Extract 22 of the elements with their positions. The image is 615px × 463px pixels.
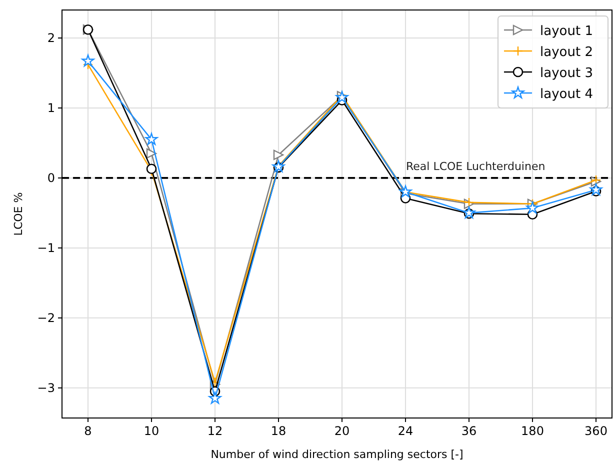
y-axis-title: LCOE % [12, 192, 25, 236]
legend-label: layout 3 [540, 66, 593, 81]
x-tick-label: 10 [144, 424, 160, 438]
y-tick-label: 2 [47, 30, 55, 45]
legend-label: layout 2 [540, 45, 593, 60]
ref-line-label: Real LCOE Luchterduinen [406, 160, 546, 173]
y-tick-label: 1 [47, 100, 55, 115]
x-tick-label: 36 [461, 424, 477, 438]
x-tick-label: 180 [521, 424, 544, 438]
legend-label: layout 4 [540, 87, 593, 102]
x-axis-title: Number of wind direction sampling sectors [-] [210, 448, 464, 461]
y-tick-label: −2 [37, 310, 55, 325]
x-tick-label: 20 [334, 424, 350, 438]
x-tick-label: 12 [207, 424, 223, 438]
y-tick-label: 0 [47, 170, 55, 185]
x-tick-label: 8 [84, 424, 92, 438]
y-tick-label: −1 [37, 240, 55, 255]
y-tick-label: −3 [37, 380, 55, 395]
x-tick-label: 18 [270, 424, 286, 438]
x-tick-label: 24 [398, 424, 414, 438]
legend-label: layout 1 [540, 24, 593, 39]
x-tick-label: 360 [584, 424, 608, 438]
